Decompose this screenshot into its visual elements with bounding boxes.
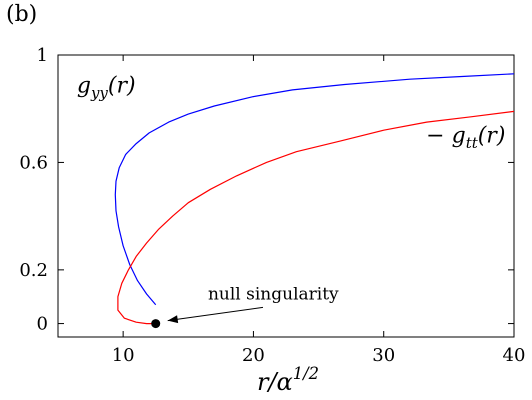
y-tick-label: 0.6 [19, 152, 48, 173]
y-tick-label: 0.2 [19, 260, 48, 281]
series-line-0 [114, 73, 515, 306]
annotation-text: null singularity [208, 284, 339, 304]
x-tick-label: 20 [242, 345, 265, 366]
panel-label: (b) [6, 2, 38, 27]
series-label-0: gyy​(r) [77, 74, 136, 103]
annotation-arrowhead [167, 315, 179, 324]
series-label-1: − gtt​(r) [426, 123, 505, 152]
y-tick-label: 0 [37, 314, 48, 335]
x-axis-label: r/α1/2​ [257, 364, 319, 396]
x-tick-label: 40 [503, 345, 526, 366]
plot-frame [57, 54, 515, 338]
singularity-point [151, 319, 161, 329]
x-tick-label: 30 [372, 345, 395, 366]
y-tick-label: 1 [37, 45, 48, 66]
annotation-arrow [167, 306, 264, 322]
series-line-1 [117, 110, 515, 325]
x-tick-label: 10 [112, 345, 135, 366]
